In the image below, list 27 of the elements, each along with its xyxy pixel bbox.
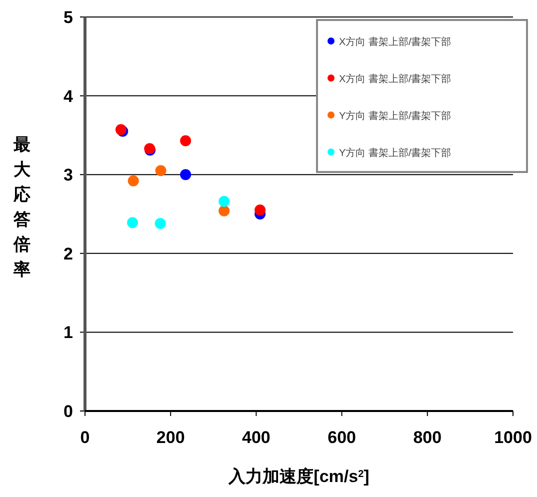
point (218, 205, 230, 216)
x-tick-label: 200 (156, 428, 185, 447)
point (127, 217, 138, 228)
legend-label: X方向 書架上部/書架下部 (339, 36, 452, 48)
y-tick-label: 5 (64, 8, 73, 27)
point (154, 218, 166, 229)
point (180, 135, 192, 146)
point (128, 175, 139, 186)
x-axis-title: 入力加速度[cm/s$^{2}$] (228, 467, 370, 486)
point (155, 165, 166, 176)
x-tick-label: 0 (80, 428, 90, 447)
point (254, 204, 266, 216)
y-tick-label: 1 (64, 323, 73, 342)
x-tick-label: 400 (242, 428, 270, 447)
point (180, 169, 192, 180)
y-tick-label: 4 (64, 86, 74, 106)
x-tick-label: 600 (328, 428, 356, 447)
legend-label: Y方向 書架上部/書架下部 (339, 147, 452, 159)
point (218, 196, 230, 207)
x-tick-label: 800 (413, 428, 442, 447)
y-axis-title: 最大応答倍率 (12, 135, 32, 279)
legend-label: Y方向 書架上部/書架下部 (339, 110, 452, 122)
y-tick-label: 2 (64, 244, 73, 264)
x-tick-label: 1000 (494, 428, 532, 447)
y-tick-label: 3 (64, 166, 73, 185)
y-tick-label: 0 (64, 402, 73, 421)
legend-label: X方向 書架上部/書架下部 (339, 73, 452, 85)
